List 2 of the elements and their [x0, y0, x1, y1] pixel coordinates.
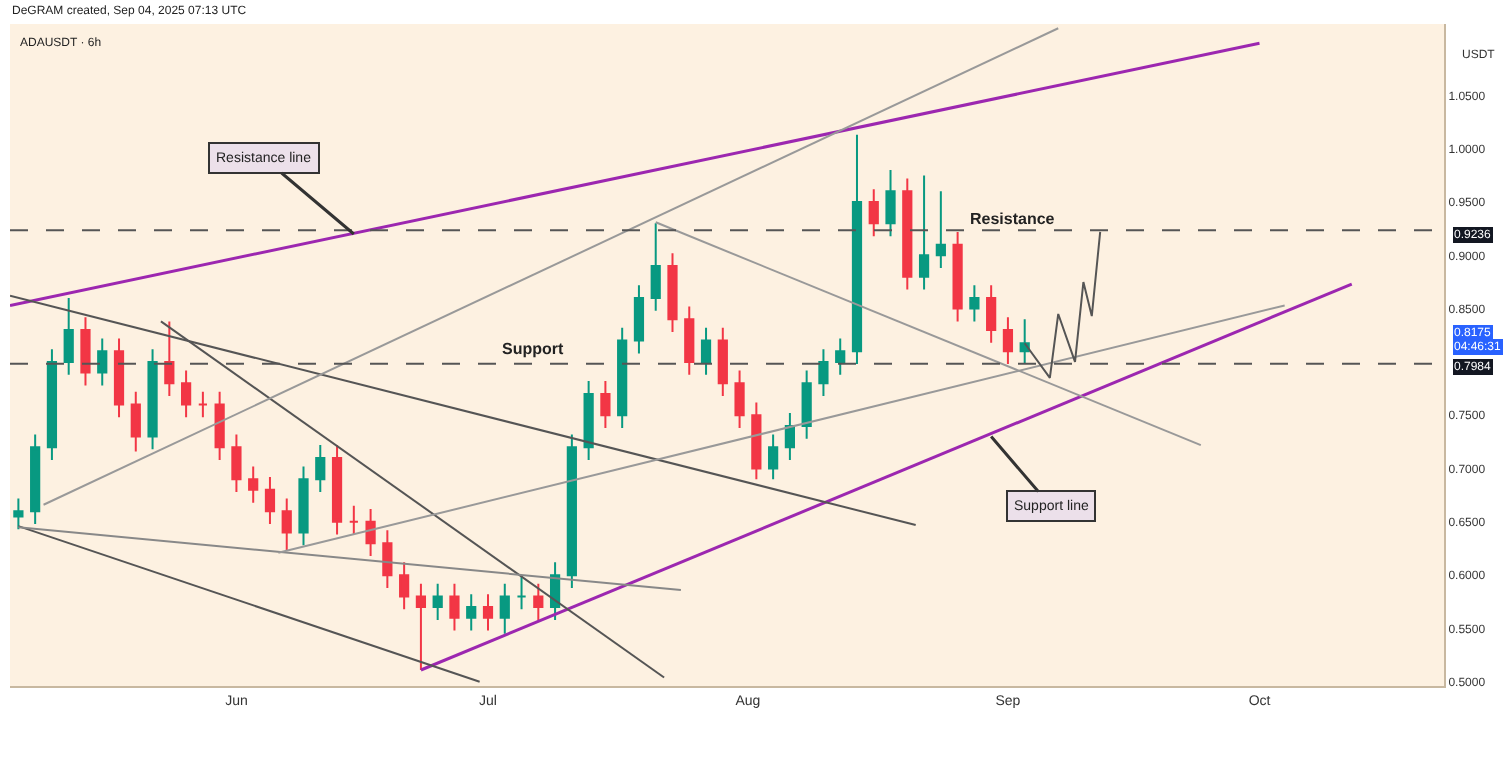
- annotation: Support: [502, 340, 564, 358]
- annotation: Resistance: [970, 210, 1056, 228]
